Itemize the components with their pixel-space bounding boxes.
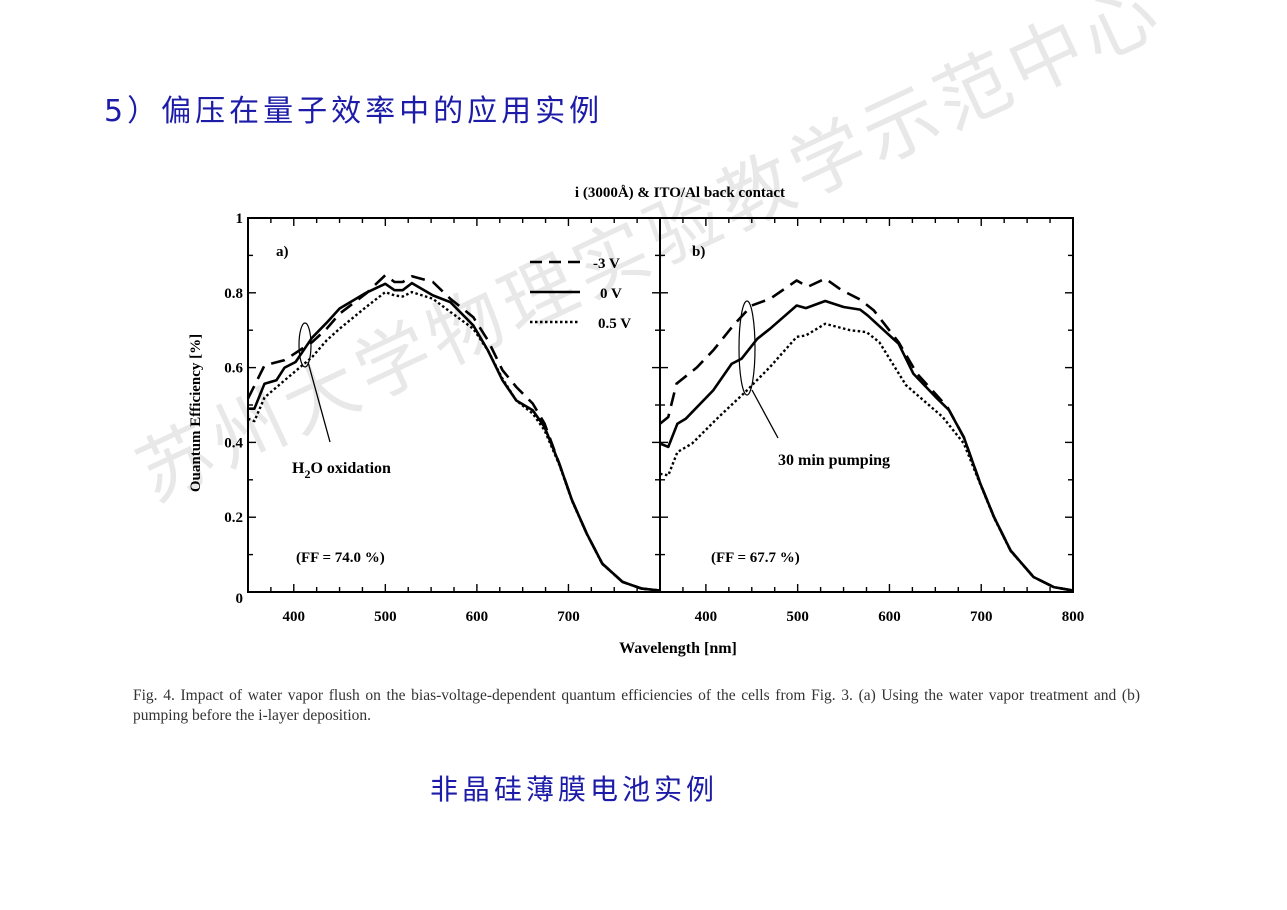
- panel-label: a): [276, 244, 289, 260]
- annotation-pointer: [751, 389, 779, 439]
- y-tick-label: 0: [236, 591, 244, 607]
- slide-subtitle: 非晶硅薄膜电池实例: [430, 773, 719, 806]
- x-axis-label: Wavelength [nm]: [619, 640, 737, 657]
- annotation-h2o-oxidation: H2O oxidation: [292, 460, 391, 481]
- fill-factor-label: (FF = 74.0 %): [296, 550, 385, 566]
- panel-label: b): [692, 244, 705, 260]
- series-line--3V: [659, 277, 1074, 592]
- series-line-05V: [659, 322, 1074, 592]
- series-line-0V: [659, 299, 1074, 592]
- y-tick-label: 0.4: [224, 435, 243, 451]
- y-tick-label: 0.2: [224, 510, 243, 526]
- annotation-ellipse: [298, 322, 312, 368]
- annotation-30min-pumping: 30 min pumping: [778, 452, 890, 469]
- legend-label: 0.5 V: [598, 316, 631, 332]
- x-tick-label: 400: [283, 609, 306, 625]
- y-tick-label: 0.8: [224, 286, 243, 302]
- x-tick-label: 600: [466, 609, 489, 625]
- x-tick-label: 700: [557, 609, 580, 625]
- annotation-pointer: [307, 361, 331, 443]
- x-tick-label: 500: [786, 609, 809, 625]
- x-tick-label: 600: [878, 609, 901, 625]
- panel-frame: [659, 217, 1074, 593]
- panel-frame: [247, 217, 661, 593]
- x-tick-label: 800: [1062, 609, 1085, 625]
- legend-label: -3 V: [593, 256, 620, 272]
- y-tick-label: 1: [236, 211, 244, 227]
- x-tick-label: 700: [970, 609, 993, 625]
- figure-caption: Fig. 4. Impact of water vapor flush on t…: [133, 687, 1140, 724]
- series-line-05V: [247, 290, 661, 592]
- slide-title: 5）偏压在量子效率中的应用实例: [104, 94, 604, 129]
- x-tick-label: 500: [374, 609, 397, 625]
- annotation-ellipse: [738, 300, 756, 396]
- chart-title: i (3000Å) & ITO/Al back contact: [575, 185, 785, 201]
- fill-factor-label: (FF = 67.7 %): [711, 550, 800, 566]
- y-tick-label: 0.6: [224, 361, 243, 377]
- legend-label: 0 V: [600, 286, 622, 302]
- y-axis-label: Ouantum Efficiency [%]: [188, 334, 204, 492]
- x-tick-label: 400: [695, 609, 718, 625]
